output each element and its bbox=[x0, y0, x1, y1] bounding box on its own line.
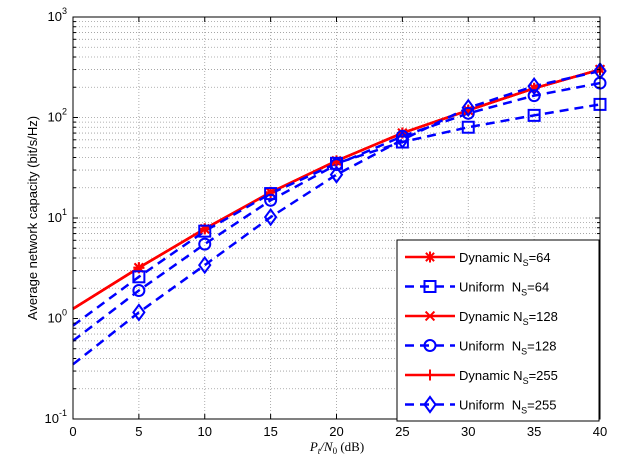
diamond-marker bbox=[198, 255, 212, 275]
series-line-5 bbox=[72, 69, 601, 366]
diamond-marker bbox=[423, 395, 437, 414]
x-marker bbox=[424, 310, 436, 322]
circle-marker bbox=[330, 158, 343, 172]
x-tick-label: 10 bbox=[198, 424, 212, 439]
circle-marker bbox=[423, 339, 437, 352]
x-tick-label: 25 bbox=[395, 424, 409, 439]
x-axis-label: Pt/N0 (dB) bbox=[309, 439, 364, 456]
y-tick-label: 103 bbox=[48, 6, 67, 24]
circle-marker bbox=[264, 193, 278, 207]
square-marker bbox=[198, 224, 212, 238]
x-tick-label: 5 bbox=[135, 424, 142, 439]
x-tick-label: 35 bbox=[527, 424, 541, 439]
x-tick-label: 15 bbox=[263, 424, 277, 439]
square-marker bbox=[527, 108, 541, 122]
legend-entry: Dynamic NS=128 bbox=[405, 309, 558, 327]
diamond-marker bbox=[132, 303, 146, 322]
legend-label: Dynamic NS=255 bbox=[459, 368, 558, 386]
legend-entry: Uniform NS=255 bbox=[405, 395, 556, 416]
y-tick-label: 10-1 bbox=[45, 408, 67, 426]
y-tick-label: 101 bbox=[48, 207, 67, 225]
circle-marker bbox=[198, 237, 212, 251]
legend-label: Dynamic NS=64 bbox=[459, 250, 551, 268]
diamond-marker bbox=[527, 76, 541, 96]
diamond-marker bbox=[461, 98, 475, 117]
circle-marker bbox=[461, 106, 475, 120]
x-tick-label: 30 bbox=[461, 424, 475, 439]
plus-marker bbox=[424, 369, 436, 381]
circle-marker bbox=[132, 283, 146, 297]
markers-layer bbox=[132, 61, 607, 322]
x-tick-label: 40 bbox=[593, 424, 607, 439]
y-axis-label: Average network capacity (bit/s/Hz) bbox=[25, 116, 40, 320]
legend-entry: Uniform NS=64 bbox=[405, 280, 549, 298]
square-marker bbox=[264, 187, 278, 201]
legend-label: Dynamic NS=128 bbox=[459, 309, 558, 327]
legend-label: Uniform NS=128 bbox=[459, 339, 556, 357]
y-tick-label: 100 bbox=[48, 308, 67, 326]
legend: Dynamic NS=64 Uniform NS=64 Dynamic NS=128… bbox=[396, 239, 600, 422]
y-axis-ticks: 10-1 100 101 102 103 bbox=[45, 6, 600, 426]
y-tick-label: 102 bbox=[48, 107, 67, 125]
legend-entry: Dynamic NS=255 bbox=[405, 368, 558, 386]
x-tick-label: 20 bbox=[329, 424, 343, 439]
grid-lines bbox=[73, 17, 600, 419]
legend-label: Uniform NS=255 bbox=[459, 398, 556, 416]
diamond-marker bbox=[395, 130, 410, 149]
square-marker bbox=[461, 120, 475, 134]
asterisk-marker bbox=[424, 251, 436, 263]
circle-marker bbox=[527, 89, 541, 103]
square-marker bbox=[132, 270, 146, 284]
x-axis-ticks: 0 5 10 15 20 25 30 35 40 bbox=[69, 17, 607, 439]
x-tick-label: 0 bbox=[69, 424, 76, 439]
square-marker bbox=[423, 280, 437, 293]
legend-entry: Dynamic NS=64 bbox=[405, 250, 551, 268]
series-line-1 bbox=[72, 103, 601, 327]
diamond-marker bbox=[329, 165, 344, 184]
diamond-marker bbox=[263, 207, 278, 227]
legend-entry: Uniform NS=128 bbox=[405, 339, 556, 357]
legend-box bbox=[396, 239, 600, 422]
legend-label: Uniform NS=64 bbox=[459, 280, 549, 298]
